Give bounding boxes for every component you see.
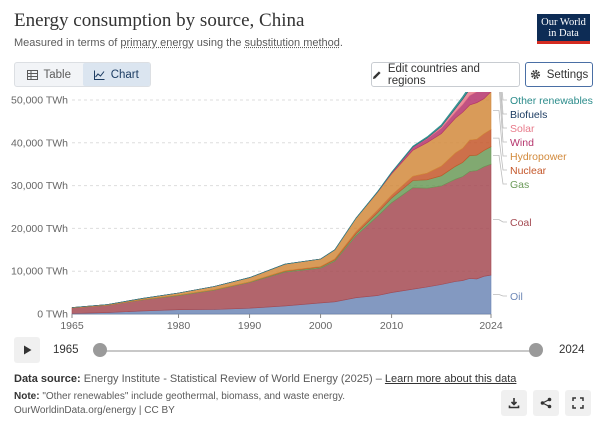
note-label: Note: [14,391,40,402]
data-source: Data source: Energy Institute - Statisti… [14,373,516,385]
legend-nuclear: Nuclear [510,165,547,177]
play-button[interactable] [14,337,40,363]
x-tick-label: 2000 [309,320,333,332]
legend-connector [501,92,507,101]
x-tick-label: 2024 [479,320,503,332]
timeline-start-handle[interactable] [93,343,107,357]
subtitle-mid: using the [193,37,245,49]
credit[interactable]: OurWorldinData.org/energy | CC BY [14,405,175,416]
legend-connector [493,219,507,223]
y-tick-label: 10,000 TWh [11,266,68,278]
y-tick-label: 40,000 TWh [11,137,68,149]
timeline-end-label: 2024 [559,344,585,356]
chart-title: Energy consumption by source, China [14,10,305,31]
legend-connector [493,155,507,185]
timeline-end-handle[interactable] [529,343,543,357]
note-text: "Other renewables" include geothermal, b… [42,391,345,402]
download-button[interactable] [501,390,527,416]
tab-chart-label: Chart [110,68,139,81]
share-icon [540,397,552,409]
expand-icon [572,397,584,409]
tab-table-label: Table [43,68,72,81]
x-tick-label: 2010 [380,320,404,332]
tab-chart[interactable]: Chart [82,63,150,86]
subtitle-suffix: . [339,37,343,49]
timeline-start-label: 1965 [53,344,79,356]
legend-connector [499,92,507,143]
download-icon [508,398,520,409]
x-tick-label: 1965 [60,320,84,332]
pencil-icon [372,70,381,79]
gear-icon [530,69,540,80]
chart-icon [93,70,105,80]
legend-wind: Wind [510,137,534,149]
legend-hydropower: Hydropower [510,151,567,163]
legend-gas: Gas [510,179,529,191]
learn-more-link[interactable]: Learn more about this data [384,373,517,385]
edit-countries-label: Edit countries and regions [387,62,480,87]
y-tick-label: 50,000 TWh [11,95,68,107]
settings-button[interactable]: Settings [525,62,593,87]
legend-biofuels: Biofuels [510,109,547,121]
tab-table[interactable]: Table [15,63,83,86]
legend-connector [493,137,507,171]
legend-oil: Oil [510,291,523,303]
x-tick-label: 1990 [238,320,262,332]
note: Note: "Other renewables" include geother… [14,391,345,402]
logo-line2: in Data [548,28,579,39]
source-label: Data source: [14,373,81,385]
settings-label: Settings [546,68,589,81]
legend-solar: Solar [510,123,535,135]
fullscreen-button[interactable] [565,390,591,416]
source-text: Energy Institute - Statistical Review of… [83,373,385,385]
primary-energy-link[interactable]: primary energy [120,37,194,49]
legend-connector [500,92,507,129]
stacked-area-chart: 0 TWh 10,000 TWh 20,000 TWh 30,000 TWh 40,00… [11,92,593,332]
chart-subtitle: Measured in terms of primary energy usin… [14,37,343,49]
y-tick-label: 30,000 TWh [11,180,68,192]
share-button[interactable] [533,390,559,416]
owid-logo[interactable]: Our World in Data [537,14,590,44]
legend-connector [493,110,507,157]
table-icon [26,69,38,80]
subtitle-prefix: Measured in terms of [14,37,121,49]
logo-line1: Our World [541,17,586,28]
area-other-renewables [71,92,468,308]
legend-connector [493,294,507,297]
legend-coal: Coal [510,217,532,229]
legend-connector [500,92,507,115]
substitution-method-link[interactable]: substitution method [244,37,340,49]
play-icon [23,345,31,355]
timeline-track[interactable] [99,350,536,352]
y-tick-label: 0 TWh [37,309,68,321]
view-tabs: Table Chart [14,62,151,87]
logo-bar [537,41,590,44]
y-tick-label: 20,000 TWh [11,223,68,235]
x-tick-label: 1980 [167,320,191,332]
legend-other-renewables: Other renewables [510,95,593,107]
edit-countries-button[interactable]: Edit countries and regions [371,62,520,87]
